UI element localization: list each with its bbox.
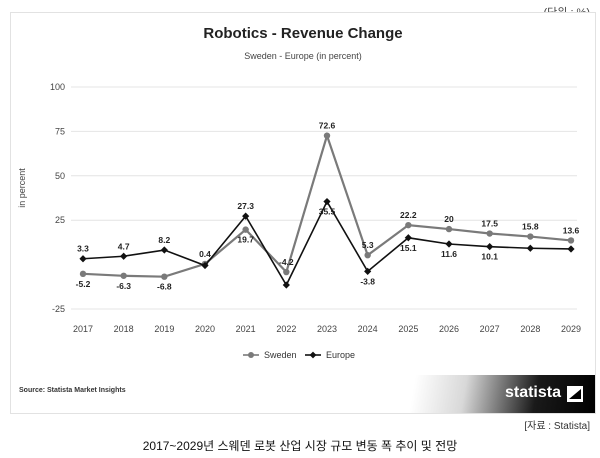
europe-legend-label: Europe bbox=[326, 350, 355, 360]
europe-point bbox=[242, 212, 250, 220]
sweden-data-label: -4.2 bbox=[279, 257, 294, 267]
europe-legend-marker bbox=[309, 351, 317, 359]
sweden-point bbox=[161, 273, 168, 280]
x-tick-label: 2020 bbox=[195, 324, 215, 334]
chart-title: Robotics - Revenue Change bbox=[203, 25, 403, 42]
chart-subtitle: Sweden - Europe (in percent) bbox=[244, 51, 362, 61]
sweden-data-label: 22.2 bbox=[400, 210, 417, 220]
y-tick-labels: -25 25 50 75 100 bbox=[50, 82, 65, 314]
y-tick-label: 50 bbox=[55, 171, 65, 181]
sweden-data-label: 17.5 bbox=[481, 219, 498, 229]
source-note: Source: Statista Market Insights bbox=[19, 387, 126, 394]
europe-data-label: 35.5 bbox=[319, 207, 336, 217]
europe-point bbox=[120, 252, 128, 260]
sweden-point bbox=[79, 270, 87, 278]
europe-point bbox=[567, 245, 575, 253]
x-tick-label: 2019 bbox=[154, 324, 174, 334]
x-tick-label: 2026 bbox=[439, 324, 459, 334]
europe-point bbox=[323, 197, 331, 206]
sweden-point bbox=[527, 233, 534, 240]
europe-data-label: 10.1 bbox=[481, 252, 498, 262]
sweden-legend-label: Sweden bbox=[264, 350, 297, 360]
sweden-data-label: 0.4 bbox=[199, 249, 211, 259]
legend: Sweden Europe bbox=[243, 350, 355, 360]
sweden-point bbox=[242, 226, 249, 233]
europe-point bbox=[282, 281, 290, 289]
europe-point bbox=[526, 244, 534, 252]
europe-data-label: 8.2 bbox=[158, 235, 170, 245]
sweden-data-label: 13.6 bbox=[563, 225, 580, 235]
europe-data-label: 27.3 bbox=[237, 201, 254, 211]
data-labels: -5.2 -6.3 -6.8 0.4 19.7 -4.2 72.6 5.3 22.2 20 17.5… bbox=[76, 121, 580, 292]
x-tick-labels: 2017 2018 2019 2020 2021 2022 2023 2024 2025 2026… bbox=[73, 324, 581, 334]
x-tick-label: 2022 bbox=[276, 324, 296, 334]
statista-logo: statista bbox=[395, 375, 595, 413]
europe-data-label: 15.1 bbox=[400, 243, 417, 253]
europe-data-label: 4.7 bbox=[118, 241, 130, 251]
sweden-data-label: -6.8 bbox=[157, 282, 172, 292]
europe-data-label: 11.6 bbox=[441, 249, 457, 259]
source-credit: [자료 : Statista] bbox=[524, 421, 590, 432]
sweden-data-label: -5.2 bbox=[76, 279, 91, 289]
x-tick-label: 2028 bbox=[520, 324, 540, 334]
europe-data-label: -3.8 bbox=[360, 276, 375, 286]
y-axis-label: in percent bbox=[17, 168, 27, 208]
x-tick-label: 2023 bbox=[317, 324, 337, 334]
sweden-data-label: 19.7 bbox=[237, 235, 254, 245]
y-tick-label: 100 bbox=[50, 82, 65, 92]
europe-point bbox=[404, 234, 412, 242]
x-tick-label: 2027 bbox=[480, 324, 500, 334]
europe-data-label: 3.3 bbox=[77, 244, 89, 254]
x-tick-label: 2017 bbox=[73, 324, 93, 334]
sweden-data-label: 15.8 bbox=[522, 222, 539, 232]
sweden-legend-marker bbox=[248, 352, 254, 358]
logo-text: statista bbox=[504, 384, 561, 401]
x-tick-label: 2021 bbox=[236, 324, 256, 334]
sweden-point bbox=[486, 230, 493, 237]
europe-point bbox=[486, 243, 494, 251]
y-tick-label: -25 bbox=[52, 304, 65, 314]
sweden-point bbox=[364, 251, 371, 259]
series-layer bbox=[79, 132, 575, 289]
chart-card: Robotics - Revenue Change Sweden - Europ… bbox=[10, 12, 596, 414]
europe-point bbox=[160, 246, 168, 254]
x-tick-label: 2029 bbox=[561, 324, 581, 334]
europe-point bbox=[364, 267, 372, 275]
europe-point bbox=[445, 240, 453, 248]
grid-lines bbox=[71, 86, 577, 310]
sweden-point bbox=[120, 272, 127, 279]
europe-point bbox=[79, 255, 87, 263]
x-tick-label: 2024 bbox=[358, 324, 378, 334]
sweden-point bbox=[323, 132, 331, 139]
y-tick-label: 25 bbox=[55, 215, 65, 225]
statista-logo-icon bbox=[567, 386, 583, 402]
sweden-point bbox=[405, 221, 412, 229]
y-tick-label: 75 bbox=[55, 126, 65, 136]
sweden-data-label: 72.6 bbox=[319, 121, 336, 131]
sweden-point bbox=[283, 268, 290, 276]
sweden-data-label: 5.3 bbox=[362, 240, 374, 250]
sweden-data-label: 20 bbox=[444, 214, 454, 224]
x-tick-label: 2025 bbox=[398, 324, 418, 334]
sweden-data-label: -6.3 bbox=[116, 281, 131, 291]
figure-caption: 2017~2029년 스웨덴 로봇 산업 시장 규모 변동 폭 추이 및 전망 bbox=[142, 439, 458, 453]
sweden-point bbox=[445, 225, 453, 233]
x-tick-label: 2018 bbox=[114, 324, 134, 334]
sweden-point bbox=[567, 237, 575, 244]
